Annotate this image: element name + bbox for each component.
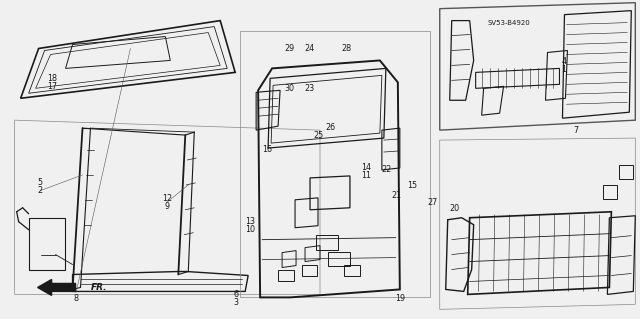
Text: 28: 28 bbox=[342, 44, 352, 54]
Text: 8: 8 bbox=[74, 294, 79, 303]
FancyArrow shape bbox=[38, 279, 76, 295]
Text: 6: 6 bbox=[233, 290, 238, 299]
Text: 12: 12 bbox=[162, 194, 172, 203]
Bar bbox=[604, 185, 618, 199]
Text: 20: 20 bbox=[449, 204, 459, 213]
Text: 25: 25 bbox=[314, 131, 324, 140]
Text: 22: 22 bbox=[381, 165, 392, 174]
Text: 17: 17 bbox=[47, 82, 57, 91]
Text: FR.: FR. bbox=[90, 283, 107, 292]
Text: 30: 30 bbox=[284, 85, 294, 93]
Text: 1: 1 bbox=[561, 65, 566, 74]
Text: 19: 19 bbox=[395, 294, 405, 303]
Text: 3: 3 bbox=[233, 298, 238, 307]
Text: 4: 4 bbox=[561, 56, 566, 65]
Text: 24: 24 bbox=[305, 44, 315, 54]
Text: 5: 5 bbox=[38, 178, 43, 187]
Bar bbox=[316, 235, 338, 249]
Bar bbox=[328, 252, 350, 265]
Text: 14: 14 bbox=[361, 163, 371, 172]
Text: 7: 7 bbox=[573, 126, 578, 135]
Text: 13: 13 bbox=[244, 217, 255, 226]
Text: 18: 18 bbox=[47, 74, 57, 83]
Text: 26: 26 bbox=[325, 123, 335, 132]
Text: 29: 29 bbox=[284, 44, 294, 54]
Text: 21: 21 bbox=[392, 191, 402, 200]
Text: 27: 27 bbox=[428, 198, 438, 207]
Bar bbox=[620, 165, 634, 179]
Text: 16: 16 bbox=[262, 145, 273, 154]
Bar bbox=[302, 264, 317, 277]
Bar bbox=[344, 264, 360, 277]
Text: 23: 23 bbox=[305, 85, 315, 93]
Text: 10: 10 bbox=[244, 225, 255, 234]
Text: 9: 9 bbox=[164, 202, 170, 211]
Text: 15: 15 bbox=[407, 181, 417, 190]
Text: 2: 2 bbox=[38, 186, 43, 195]
Bar bbox=[29, 218, 65, 270]
Text: 11: 11 bbox=[361, 171, 371, 180]
Bar bbox=[278, 270, 294, 281]
Text: SV53-B4920: SV53-B4920 bbox=[488, 20, 531, 26]
